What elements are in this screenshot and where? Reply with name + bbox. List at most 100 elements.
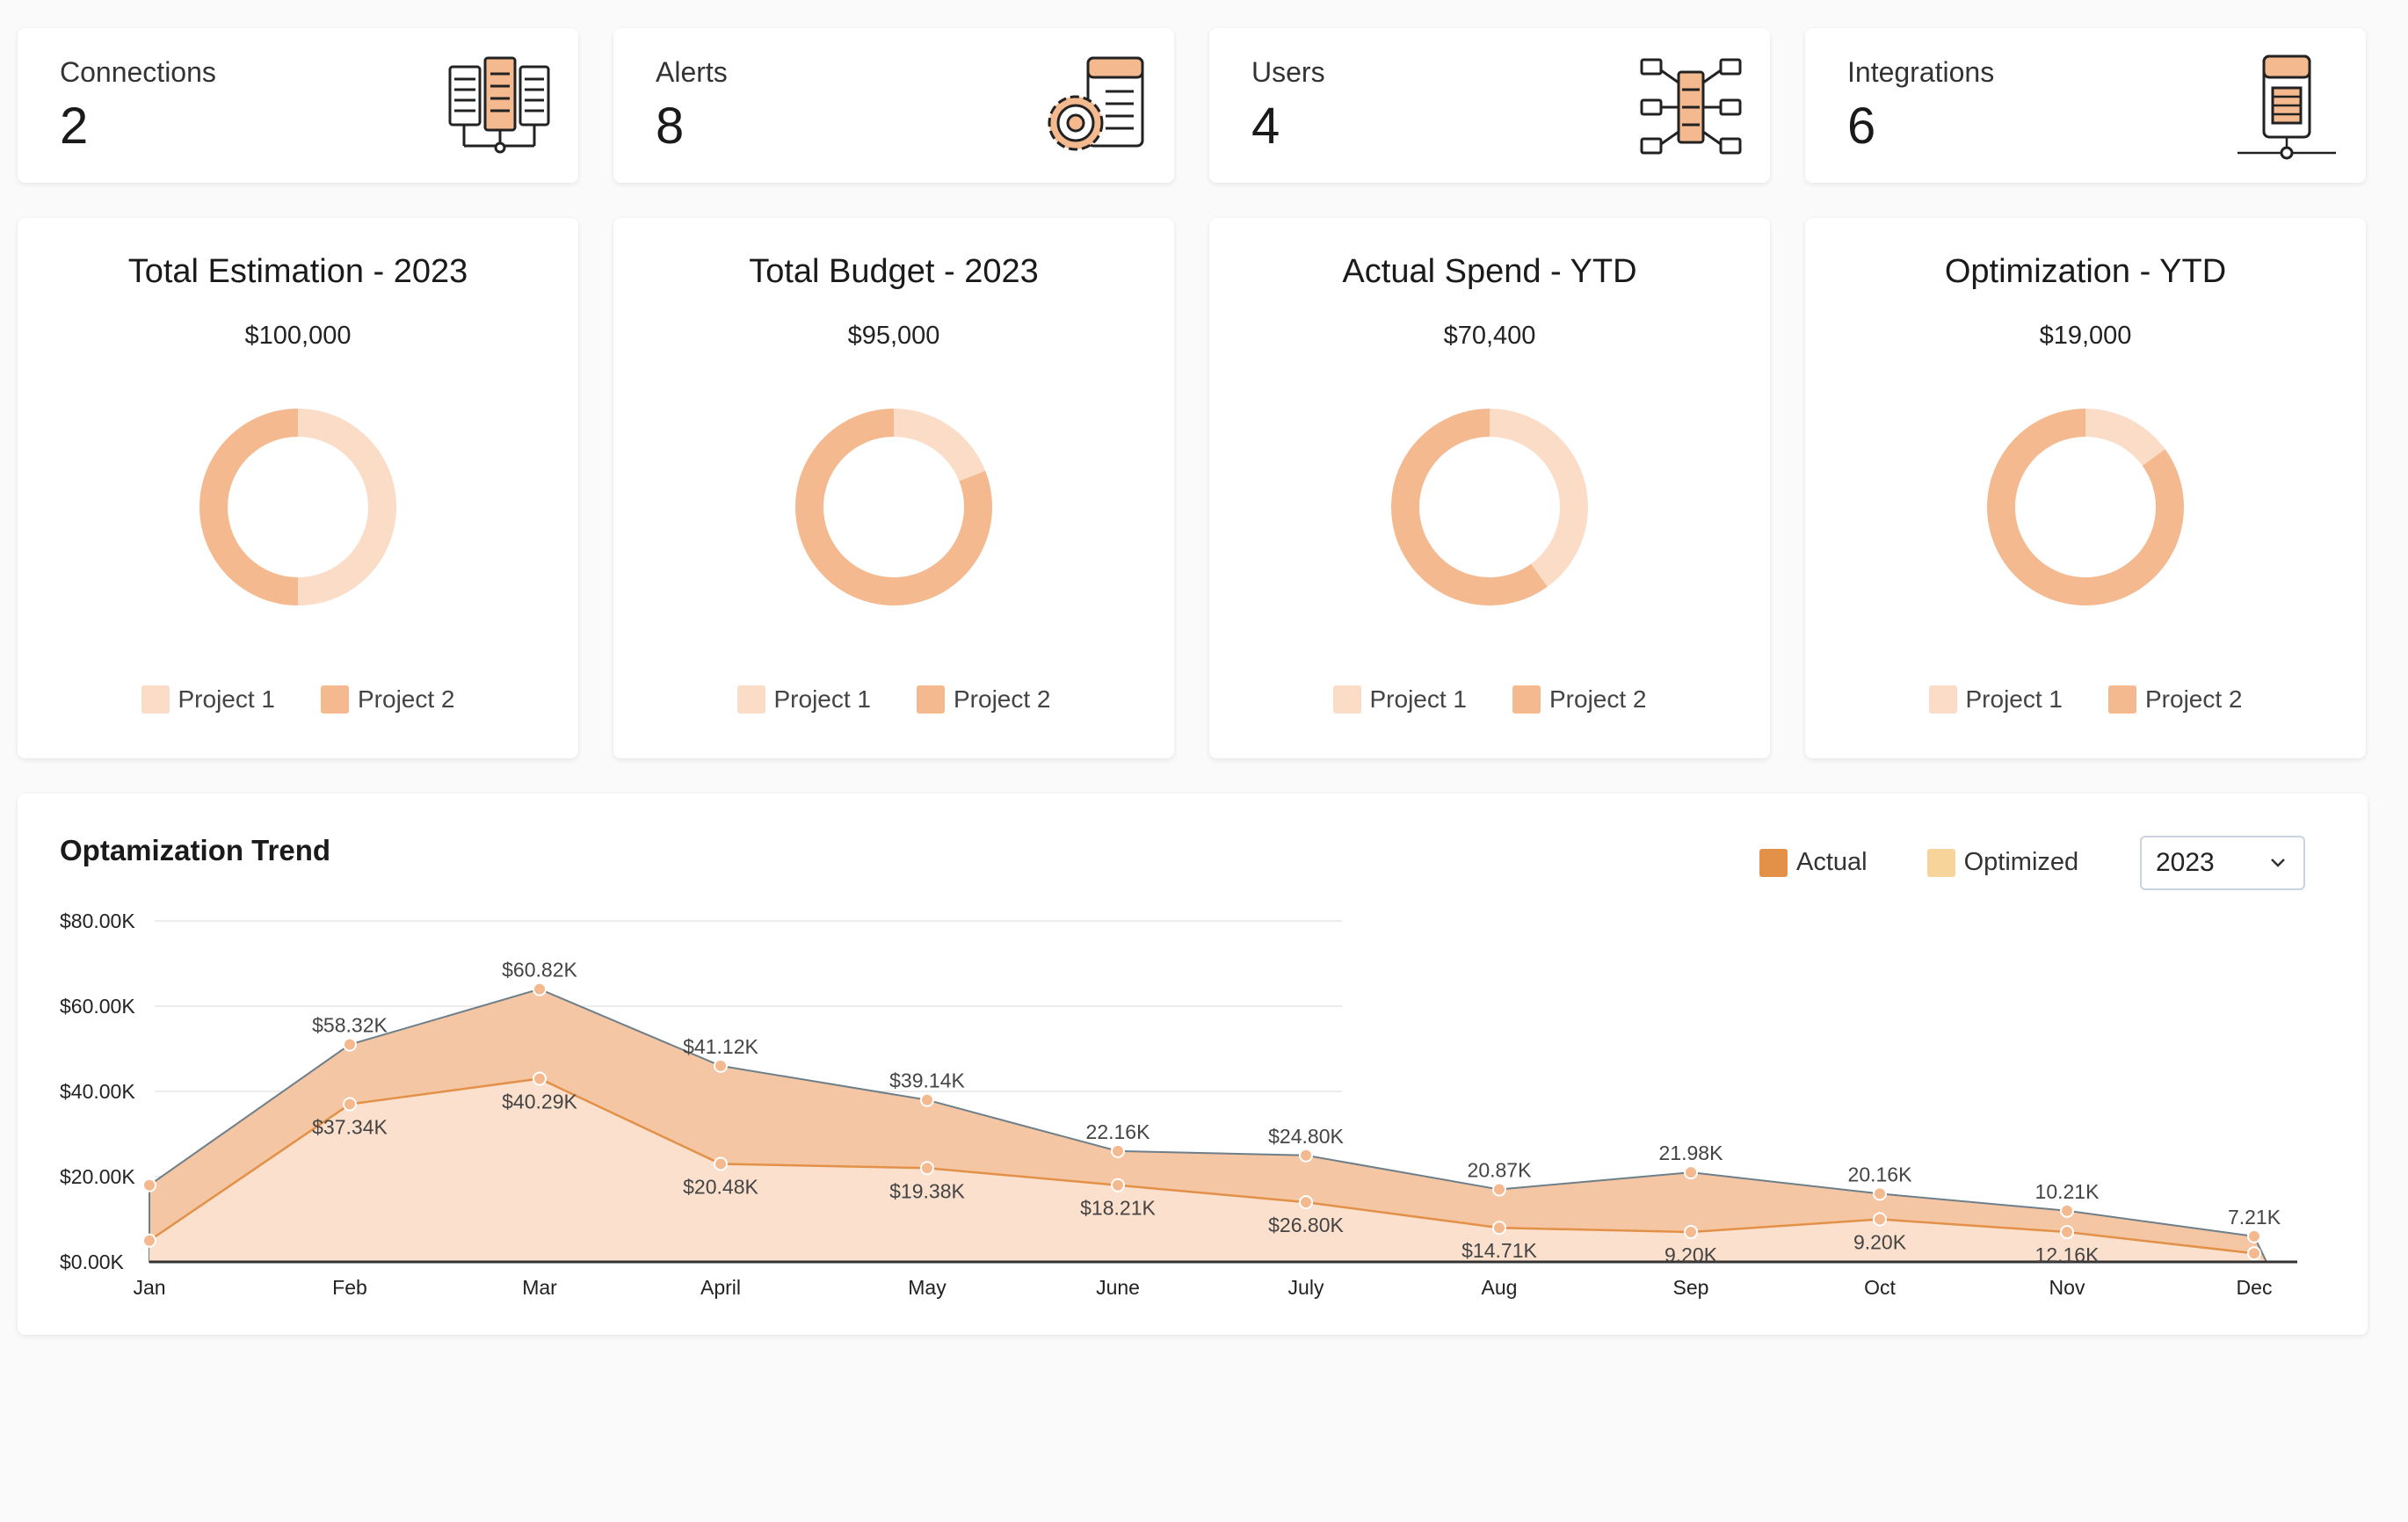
donut-slice-project-1[interactable]	[298, 409, 396, 605]
data-point-actual[interactable]	[920, 1092, 934, 1107]
data-label-actual: $58.32K	[312, 1014, 388, 1037]
card-amount: $70,400	[1443, 322, 1536, 350]
donut-slice-project-1[interactable]	[2085, 409, 2165, 466]
data-point-optimized[interactable]	[1492, 1221, 1506, 1236]
donut-slice-project-1[interactable]	[1490, 409, 1588, 587]
stat-label: Integrations	[1847, 56, 1995, 88]
trend-title: Optamization Trend	[60, 834, 331, 866]
legend-item-project-2[interactable]: Project 2	[1512, 685, 1647, 714]
donut-card-total-budget: Total Budget - 2023 $95,000 Project 1 Pr…	[613, 218, 1174, 758]
card-amount: $95,000	[847, 322, 940, 350]
data-point-optimized[interactable]	[1684, 1225, 1698, 1240]
data-label-optimized: 12.16K	[2035, 1243, 2100, 1266]
legend-item-actual[interactable]: Actual	[1759, 848, 1868, 877]
data-point-optimized[interactable]	[1299, 1195, 1313, 1210]
donut-chart	[1391, 409, 1588, 605]
x-tick-label: Sep	[1673, 1276, 1709, 1299]
data-label-optimized: 9.20K	[1665, 1243, 1718, 1266]
legend-item-optimized[interactable]: Optimized	[1926, 848, 2079, 877]
legend-item-project-2[interactable]: Project 2	[917, 685, 1051, 714]
card-title: Actual Spend - YTD	[1342, 253, 1637, 290]
data-point-optimized[interactable]	[2060, 1225, 2074, 1240]
data-point-actual[interactable]	[2247, 1228, 2261, 1243]
data-label-optimized: 9.20K	[1853, 1231, 1907, 1254]
legend-swatch	[141, 685, 170, 714]
legend-item-project-2[interactable]: Project 2	[321, 685, 455, 714]
legend-item-project-1[interactable]: Project 1	[141, 685, 276, 714]
y-tick-label: $0.00K	[60, 1250, 125, 1273]
card-title: Total Budget - 2023	[749, 253, 1039, 290]
legend-swatch	[1332, 685, 1361, 714]
data-point-actual[interactable]	[142, 1178, 156, 1192]
data-point-optimized[interactable]	[533, 1071, 547, 1086]
legend-swatch	[321, 685, 349, 714]
series-line-optimized	[149, 1077, 2255, 1255]
trend-chart: $0.00K $20.00K $40.00K $60.00K $80.00K $58.32…	[60, 910, 2297, 1299]
card-amount: $100,000	[244, 322, 352, 350]
legend-item-project-1[interactable]: Project 1	[736, 685, 871, 714]
data-point-optimized[interactable]	[2247, 1246, 2261, 1261]
donut-chart	[795, 409, 992, 605]
donut-slice-project-2[interactable]	[1391, 409, 1548, 605]
card-amount: $19,000	[2039, 322, 2132, 350]
data-label-optimized: $26.80K	[1268, 1214, 1344, 1236]
card-title: Total Estimation - 2023	[127, 253, 468, 290]
data-point-actual[interactable]	[1111, 1143, 1125, 1158]
donut-slice-project-2[interactable]	[199, 409, 298, 605]
data-point-actual[interactable]	[714, 1058, 728, 1073]
legend-item-project-1[interactable]: Project 1	[1332, 685, 1467, 714]
data-label-actual: $60.82K	[502, 959, 577, 982]
data-point-optimized[interactable]	[1873, 1212, 1887, 1227]
stat-label: Users	[1251, 56, 1325, 88]
legend-label: Project 2	[954, 685, 1051, 713]
data-point-optimized[interactable]	[1111, 1178, 1125, 1192]
data-point-actual[interactable]	[1684, 1165, 1698, 1180]
x-tick-label: Feb	[332, 1276, 367, 1299]
y-tick-label: $80.00K	[60, 910, 135, 932]
donut-slice-project-1[interactable]	[894, 409, 986, 482]
data-label-optimized: $18.21K	[1080, 1197, 1156, 1220]
data-point-optimized[interactable]	[142, 1233, 156, 1248]
data-point-actual[interactable]	[1873, 1186, 1887, 1201]
stat-card-integrations: Integrations 6	[1805, 28, 2366, 183]
data-point-actual[interactable]	[1492, 1182, 1506, 1197]
data-label-optimized: $37.34K	[312, 1116, 388, 1139]
data-point-actual[interactable]	[1299, 1148, 1313, 1163]
data-label-actual: 22.16K	[1086, 1120, 1151, 1143]
x-tick-label: July	[1288, 1276, 1324, 1299]
data-label-actual: $24.80K	[1268, 1125, 1344, 1148]
donut-legend: Project 1 Project 2	[18, 685, 578, 714]
data-point-actual[interactable]	[343, 1037, 357, 1052]
legend-swatch	[1512, 685, 1541, 714]
data-point-optimized[interactable]	[714, 1156, 728, 1171]
data-label-optimized: $14.71K	[1461, 1239, 1537, 1262]
optimization-trend-card: $0.00K $20.00K $40.00K $60.00K $80.00K $58.32…	[18, 794, 2368, 1335]
legend-label: Optimized	[1963, 848, 2079, 876]
stat-value: 8	[656, 98, 685, 155]
server-gear-icon	[1048, 56, 1144, 151]
data-point-optimized[interactable]	[920, 1161, 934, 1176]
data-point-actual[interactable]	[533, 982, 547, 997]
data-label-actual: 10.21K	[2035, 1180, 2100, 1203]
legend-item-project-1[interactable]: Project 1	[1928, 685, 2063, 714]
data-label-actual: 7.21K	[2228, 1206, 2281, 1228]
stat-value: 6	[1847, 98, 1876, 155]
data-label-actual: $39.14K	[889, 1069, 965, 1092]
data-point-actual[interactable]	[2060, 1203, 2074, 1218]
stat-value: 2	[60, 98, 89, 155]
year-select[interactable]: 2023	[2140, 836, 2305, 890]
legend-label: Project 2	[358, 685, 455, 713]
legend-label: Project 1	[178, 685, 276, 713]
legend-label: Project 2	[2145, 685, 2243, 713]
server-rack-icon	[2238, 54, 2336, 160]
card-title: Optimization - YTD	[1944, 253, 2227, 290]
legend-item-project-2[interactable]: Project 2	[2108, 685, 2243, 714]
x-tick-label: May	[908, 1276, 947, 1299]
x-tick-label: Dec	[2237, 1276, 2273, 1299]
server-users-network-icon	[1640, 58, 1742, 155]
x-tick-label: Mar	[522, 1276, 557, 1299]
data-point-optimized[interactable]	[343, 1097, 357, 1112]
data-label-actual: 20.16K	[1848, 1163, 1913, 1185]
donut-legend: Project 1 Project 2	[613, 685, 1174, 714]
stat-card-connections: Connections 2	[18, 28, 578, 183]
